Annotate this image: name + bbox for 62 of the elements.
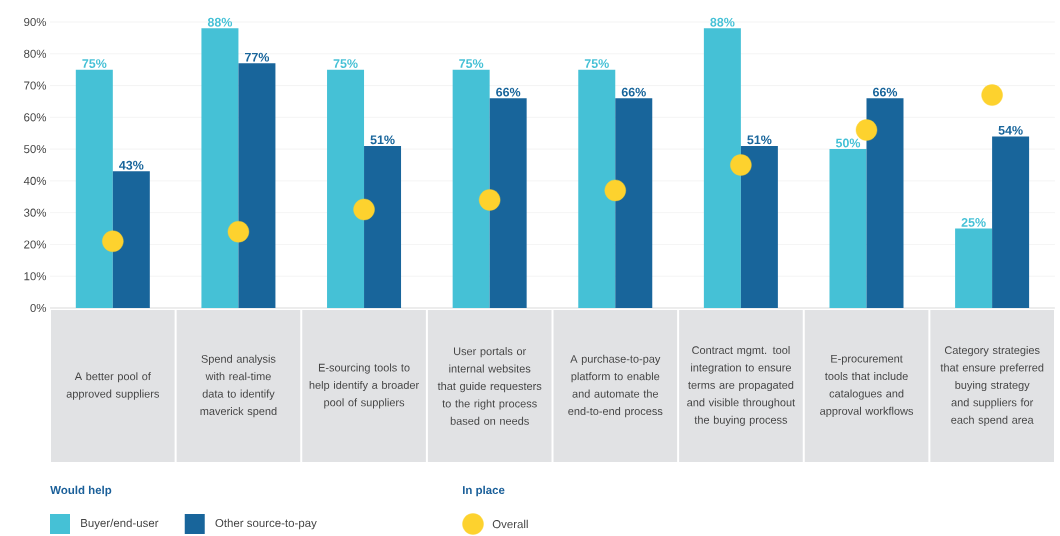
x-tick-label: E-procurement tools that include catalogues and approval workflows	[820, 354, 914, 418]
legend-title: Would help	[50, 485, 112, 497]
data-label: 54%	[998, 125, 1023, 135]
y-tick-label: 80%	[24, 49, 47, 58]
x-tick-label: Contract mgmt. tool integration to ensure terms are propagated and visible throughout the buying process	[687, 346, 796, 426]
x-tick-label: A better pool of approved suppliers	[66, 372, 159, 400]
y-tick-label: 30%	[24, 208, 47, 217]
bar	[238, 63, 276, 308]
x-tick-label: User portals or internal websites that guide requesters to the right process based on needs	[437, 347, 542, 425]
data-label: 88%	[207, 17, 233, 27]
data-label: 77%	[245, 52, 270, 62]
legend-label: Buyer/end-user	[81, 518, 159, 530]
data-label: 75%	[333, 59, 358, 68]
data-label: 25%	[961, 218, 986, 227]
bar	[452, 69, 490, 308]
data-label: 51%	[370, 135, 395, 145]
bar	[364, 145, 402, 308]
x-tick-label: Spend analysis with real-time data to identify maverick spend	[200, 354, 277, 418]
bar	[740, 145, 778, 308]
bar	[201, 28, 239, 308]
data-label: 43%	[119, 160, 144, 170]
bar	[489, 98, 527, 308]
point	[604, 179, 626, 202]
x-tick-label: E-sourcing tools to help identify a broader pool of suppliers	[309, 363, 419, 409]
point	[102, 230, 124, 252]
y-tick-label: 50%	[24, 145, 47, 154]
y-tick-label: 90%	[24, 17, 47, 27]
point	[981, 84, 1003, 106]
y-tick-label: 20%	[24, 240, 47, 249]
data-label: 50%	[835, 138, 861, 148]
data-label: 66%	[496, 87, 521, 97]
bar	[327, 69, 365, 308]
bar	[866, 98, 904, 308]
data-label: 75%	[82, 59, 107, 68]
y-tick-label: 40%	[23, 176, 47, 185]
data-label: 75%	[584, 59, 609, 68]
bar	[578, 69, 616, 308]
point	[730, 154, 752, 176]
bar	[75, 69, 113, 308]
data-label: 51%	[747, 135, 772, 145]
x-tick-label: A purchase-to-pay platform to enable and automate the end-to-end process	[568, 354, 663, 418]
y-tick-label: 60%	[24, 113, 47, 122]
text: In place	[462, 485, 505, 497]
bar	[955, 228, 993, 308]
legend-label: Other source-to-pay	[215, 518, 317, 530]
point	[227, 221, 250, 243]
legend-label: Overall	[492, 519, 528, 529]
point	[353, 198, 375, 221]
y-tick-label: 0%	[30, 303, 47, 313]
y-tick-label: 70%	[24, 81, 47, 90]
data-label: 75%	[459, 59, 484, 68]
bar	[703, 28, 741, 308]
bar	[992, 136, 1030, 308]
point	[478, 189, 501, 211]
y-tick-label: 10%	[24, 272, 47, 281]
x-tick-label: Category strategies that ensure preferred buying strategy and suppliers for each spend area	[940, 346, 1044, 426]
data-label: 66%	[621, 87, 646, 97]
data-label: 88%	[710, 17, 735, 27]
bar	[615, 98, 653, 308]
bar	[112, 171, 150, 308]
data-label: 66%	[872, 87, 898, 97]
bar	[829, 149, 867, 308]
